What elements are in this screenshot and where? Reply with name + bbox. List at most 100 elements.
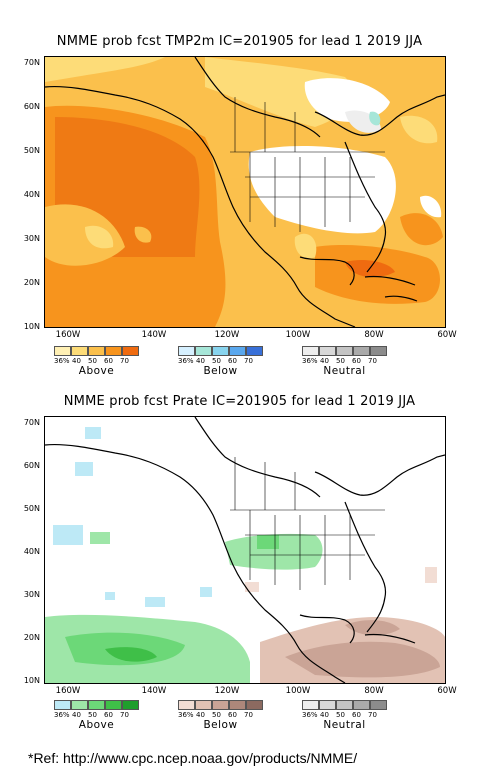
lat-label: 50N bbox=[23, 146, 40, 155]
lon-label: 60W bbox=[437, 686, 457, 696]
lat-label: 60N bbox=[23, 102, 40, 111]
lat-label: 50N bbox=[23, 504, 40, 513]
legend-name: Above bbox=[78, 719, 115, 731]
legend-tick: 36% bbox=[54, 711, 70, 719]
legend-swatch bbox=[178, 700, 195, 710]
legend-tick: 40 bbox=[72, 711, 81, 719]
lon-label: 60W bbox=[437, 330, 457, 340]
legend-swatch bbox=[302, 700, 319, 710]
lon-label: 140W bbox=[141, 330, 167, 340]
legend-below: 36% 40 50 60 70 Below bbox=[178, 700, 263, 731]
legend-swatch bbox=[353, 700, 370, 710]
temperature-map bbox=[44, 56, 446, 328]
legend-swatch bbox=[246, 700, 263, 710]
reference-note: *Ref: http://www.cpc.ncep.noaa.gov/produ… bbox=[28, 750, 358, 766]
legend-swatch bbox=[336, 346, 353, 356]
legend-tick: 70 bbox=[368, 711, 377, 719]
legend-swatch bbox=[302, 346, 319, 356]
legend-swatch bbox=[88, 346, 105, 356]
legend-swatch bbox=[212, 700, 229, 710]
precipitation-map-graphic bbox=[45, 417, 445, 683]
legend-swatch bbox=[105, 700, 122, 710]
legend-tick: 36% bbox=[178, 711, 194, 719]
legend-swatch bbox=[54, 346, 71, 356]
legend-tick: 40 bbox=[72, 357, 81, 365]
legend-swatch bbox=[71, 700, 88, 710]
legend-swatch bbox=[71, 346, 88, 356]
legend-tick: 36% bbox=[302, 357, 318, 365]
legend-swatch bbox=[229, 700, 246, 710]
lon-label: 120W bbox=[214, 686, 240, 696]
precipitation-forecast-panel: NMME prob fcst Prate IC=201905 for lead … bbox=[0, 390, 479, 740]
lon-label: 100W bbox=[285, 330, 311, 340]
lon-label: 80W bbox=[364, 686, 384, 696]
legend-tick: 70 bbox=[244, 357, 253, 365]
legend-swatch bbox=[370, 346, 387, 356]
legend-name: Neutral bbox=[323, 365, 366, 377]
legend-above: 36% 40 50 60 70 Above bbox=[54, 346, 139, 377]
legend-tick: 70 bbox=[120, 711, 129, 719]
lat-label: 70N bbox=[23, 418, 40, 427]
lat-label: 30N bbox=[23, 590, 40, 599]
lat-label: 40N bbox=[23, 547, 40, 556]
legend-tick: 60 bbox=[228, 357, 237, 365]
legend-tick: 40 bbox=[196, 711, 205, 719]
legend-swatch bbox=[105, 346, 122, 356]
legend-below: 36% 40 50 60 70 Below bbox=[178, 346, 263, 377]
legend-swatch bbox=[319, 700, 336, 710]
legend-name: Below bbox=[203, 365, 238, 377]
legend-tick: 36% bbox=[178, 357, 194, 365]
legend-tick: 70 bbox=[120, 357, 129, 365]
lat-label: 40N bbox=[23, 190, 40, 199]
legend-swatch bbox=[353, 346, 370, 356]
lon-label: 160W bbox=[55, 686, 81, 696]
precipitation-map bbox=[44, 416, 446, 684]
legend-swatch bbox=[246, 346, 263, 356]
legend-tick: 60 bbox=[228, 711, 237, 719]
legend-tick: 60 bbox=[352, 357, 361, 365]
map-title: NMME prob fcst Prate IC=201905 for lead … bbox=[63, 394, 416, 409]
legend-swatch bbox=[54, 700, 71, 710]
lon-label: 120W bbox=[214, 330, 240, 340]
lat-label: 60N bbox=[23, 461, 40, 470]
legend-tick: 36% bbox=[302, 711, 318, 719]
legend-tick: 50 bbox=[212, 357, 221, 365]
legend-swatch bbox=[370, 700, 387, 710]
lat-label: 10N bbox=[23, 676, 40, 685]
legend-name: Below bbox=[203, 719, 238, 731]
legend-swatch bbox=[336, 700, 353, 710]
legend-swatch bbox=[178, 346, 195, 356]
legend-swatch bbox=[122, 700, 139, 710]
legend-tick: 70 bbox=[244, 711, 253, 719]
legend-tick: 50 bbox=[88, 711, 97, 719]
lat-label: 70N bbox=[23, 58, 40, 67]
legend-tick: 60 bbox=[104, 357, 113, 365]
lon-label: 140W bbox=[141, 686, 167, 696]
legend-tick: 50 bbox=[88, 357, 97, 365]
lat-label: 20N bbox=[23, 633, 40, 642]
legend-tick: 50 bbox=[336, 357, 345, 365]
legend-tick: 70 bbox=[368, 357, 377, 365]
legend-neutral: 36% 40 50 60 70 Neutral bbox=[302, 700, 387, 731]
lon-label: 160W bbox=[55, 330, 81, 340]
temperature-map-graphic bbox=[45, 57, 445, 327]
legend-tick: 50 bbox=[336, 711, 345, 719]
legend-above: 36% 40 50 60 70 Above bbox=[54, 700, 139, 731]
legend-swatch bbox=[212, 346, 229, 356]
lat-label: 20N bbox=[23, 278, 40, 287]
legend-swatch bbox=[88, 700, 105, 710]
legend-tick: 50 bbox=[212, 711, 221, 719]
legend-tick: 40 bbox=[320, 711, 329, 719]
lat-label: 30N bbox=[23, 234, 40, 243]
legend-name: Above bbox=[78, 365, 115, 377]
legend-tick: 40 bbox=[320, 357, 329, 365]
temperature-forecast-panel: NMME prob fcst TMP2m IC=201905 for lead … bbox=[0, 0, 479, 390]
legend-tick: 60 bbox=[104, 711, 113, 719]
legend-swatch bbox=[229, 346, 246, 356]
lon-label: 100W bbox=[285, 686, 311, 696]
legend-tick: 40 bbox=[196, 357, 205, 365]
legend-swatch bbox=[122, 346, 139, 356]
legend-swatch bbox=[319, 346, 336, 356]
map-title: NMME prob fcst TMP2m IC=201905 for lead … bbox=[56, 34, 423, 49]
lon-label: 80W bbox=[364, 330, 384, 340]
